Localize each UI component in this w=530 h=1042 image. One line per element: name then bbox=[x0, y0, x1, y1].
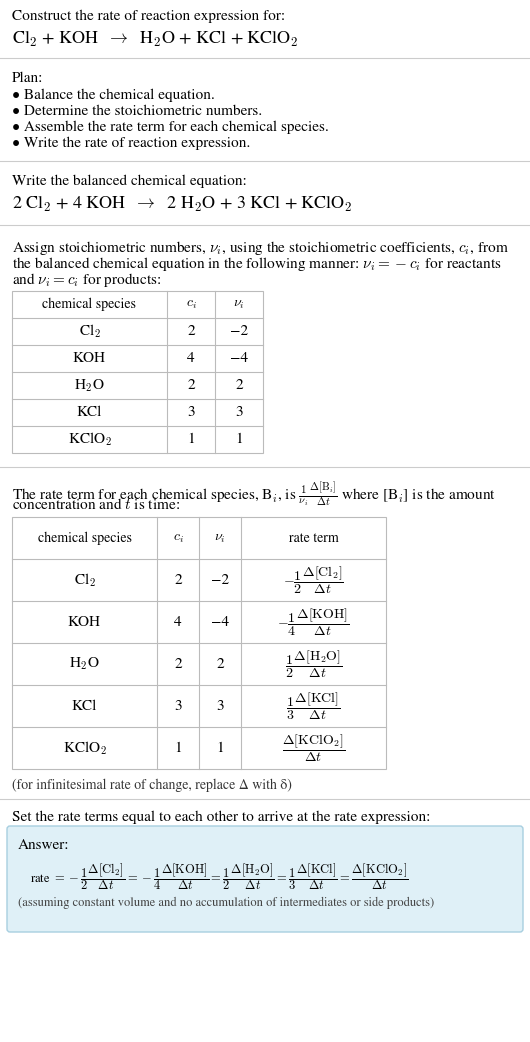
Text: −2: −2 bbox=[211, 573, 229, 587]
Text: −4: −4 bbox=[230, 352, 248, 365]
Text: concentration and $t$ is time:: concentration and $t$ is time: bbox=[12, 497, 180, 512]
Text: Cl$_2$: Cl$_2$ bbox=[78, 323, 100, 341]
Text: 1: 1 bbox=[216, 741, 224, 754]
Text: KClO$_2$: KClO$_2$ bbox=[63, 739, 107, 756]
Text: 2 Cl$_2$ + 4 KOH  $\rightarrow$  2 H$_2$O + 3 KCl + KClO$_2$: 2 Cl$_2$ + 4 KOH $\rightarrow$ 2 H$_2$O … bbox=[12, 195, 352, 214]
Text: rate term: rate term bbox=[289, 531, 338, 545]
Text: (assuming constant volume and no accumulation of intermediates or side products): (assuming constant volume and no accumul… bbox=[18, 897, 434, 910]
Text: and $\nu_i = c_i$ for products:: and $\nu_i = c_i$ for products: bbox=[12, 271, 162, 289]
Text: $\dfrac{1}{3}\dfrac{\Delta[\mathrm{KCl}]}{\Delta t}$: $\dfrac{1}{3}\dfrac{\Delta[\mathrm{KCl}]… bbox=[286, 691, 341, 722]
Text: • Assemble the rate term for each chemical species.: • Assemble the rate term for each chemic… bbox=[12, 121, 329, 134]
Text: 3: 3 bbox=[174, 699, 182, 713]
Text: chemical species: chemical species bbox=[42, 298, 137, 312]
Text: KCl: KCl bbox=[72, 699, 97, 713]
Text: $c_i$: $c_i$ bbox=[186, 298, 197, 312]
Text: $\dfrac{1}{2}\dfrac{\Delta[\mathrm{H_2O}]}{\Delta t}$: $\dfrac{1}{2}\dfrac{\Delta[\mathrm{H_2O}… bbox=[285, 648, 342, 679]
Text: Answer:: Answer: bbox=[18, 839, 69, 852]
Text: The rate term for each chemical species, B$_i$, is $\frac{1}{\nu_i}\frac{\Delta[: The rate term for each chemical species,… bbox=[12, 481, 496, 510]
Text: Write the balanced chemical equation:: Write the balanced chemical equation: bbox=[12, 175, 247, 189]
Text: 2: 2 bbox=[187, 325, 195, 339]
Text: 3: 3 bbox=[187, 405, 195, 419]
Text: $\nu_i$: $\nu_i$ bbox=[214, 531, 226, 545]
Text: $\dfrac{\Delta[\mathrm{KClO}_2]}{\Delta t}$: $\dfrac{\Delta[\mathrm{KClO}_2]}{\Delta … bbox=[282, 733, 345, 764]
Text: 4: 4 bbox=[187, 352, 195, 365]
Text: Set the rate terms equal to each other to arrive at the rate expression:: Set the rate terms equal to each other t… bbox=[12, 811, 430, 824]
Text: KOH: KOH bbox=[68, 616, 101, 628]
Text: $-\dfrac{1}{4}\dfrac{\Delta[\mathrm{KOH}]}{\Delta t}$: $-\dfrac{1}{4}\dfrac{\Delta[\mathrm{KOH}… bbox=[277, 606, 350, 638]
Text: Plan:: Plan: bbox=[12, 72, 43, 85]
Text: • Balance the chemical equation.: • Balance the chemical equation. bbox=[12, 89, 215, 102]
Bar bbox=[12, 517, 386, 769]
Text: Assign stoichiometric numbers, $\nu_i$, using the stoichiometric coefficients, $: Assign stoichiometric numbers, $\nu_i$, … bbox=[12, 239, 509, 257]
Text: 2: 2 bbox=[174, 573, 182, 587]
Text: −4: −4 bbox=[211, 616, 229, 628]
Text: H$_2$O: H$_2$O bbox=[69, 655, 100, 672]
Text: 3: 3 bbox=[216, 699, 224, 713]
Text: Cl$_2$ + KOH  $\rightarrow$  H$_2$O + KCl + KClO$_2$: Cl$_2$ + KOH $\rightarrow$ H$_2$O + KCl … bbox=[12, 30, 298, 49]
Text: (for infinitesimal rate of change, replace Δ with δ): (for infinitesimal rate of change, repla… bbox=[12, 779, 292, 792]
Text: Construct the rate of reaction expression for:: Construct the rate of reaction expressio… bbox=[12, 10, 285, 23]
Text: 4: 4 bbox=[174, 616, 182, 628]
Text: 1: 1 bbox=[187, 432, 195, 446]
Text: the balanced chemical equation in the following manner: $\nu_i = -c_i$ for react: the balanced chemical equation in the fo… bbox=[12, 255, 501, 273]
Text: 2: 2 bbox=[174, 658, 182, 671]
Text: KOH: KOH bbox=[73, 352, 106, 365]
Text: 2: 2 bbox=[216, 658, 224, 671]
Text: rate $= -\dfrac{1}{2}\dfrac{\Delta[\mathrm{Cl_2}]}{\Delta t} = -\dfrac{1}{4}\dfr: rate $= -\dfrac{1}{2}\dfrac{\Delta[\math… bbox=[30, 861, 409, 892]
Text: • Determine the stoichiometric numbers.: • Determine the stoichiometric numbers. bbox=[12, 105, 262, 119]
Text: 1: 1 bbox=[174, 741, 182, 754]
Bar bbox=[12, 291, 263, 453]
Text: Cl$_2$: Cl$_2$ bbox=[74, 571, 95, 589]
Text: 3: 3 bbox=[235, 405, 243, 419]
Text: 1: 1 bbox=[235, 432, 243, 446]
Text: $-\dfrac{1}{2}\dfrac{\Delta[\mathrm{Cl}_2]}{\Delta t}$: $-\dfrac{1}{2}\dfrac{\Delta[\mathrm{Cl}_… bbox=[283, 565, 344, 596]
Text: −2: −2 bbox=[230, 325, 248, 339]
Text: $\nu_i$: $\nu_i$ bbox=[233, 298, 245, 312]
Text: 2: 2 bbox=[235, 379, 243, 392]
Text: KClO$_2$: KClO$_2$ bbox=[67, 430, 111, 448]
FancyBboxPatch shape bbox=[7, 826, 523, 932]
Text: • Write the rate of reaction expression.: • Write the rate of reaction expression. bbox=[12, 137, 250, 150]
Text: chemical species: chemical species bbox=[38, 531, 131, 545]
Text: 2: 2 bbox=[187, 379, 195, 392]
Text: $c_i$: $c_i$ bbox=[173, 531, 183, 545]
Text: H$_2$O: H$_2$O bbox=[74, 377, 105, 394]
Text: KCl: KCl bbox=[77, 405, 102, 419]
